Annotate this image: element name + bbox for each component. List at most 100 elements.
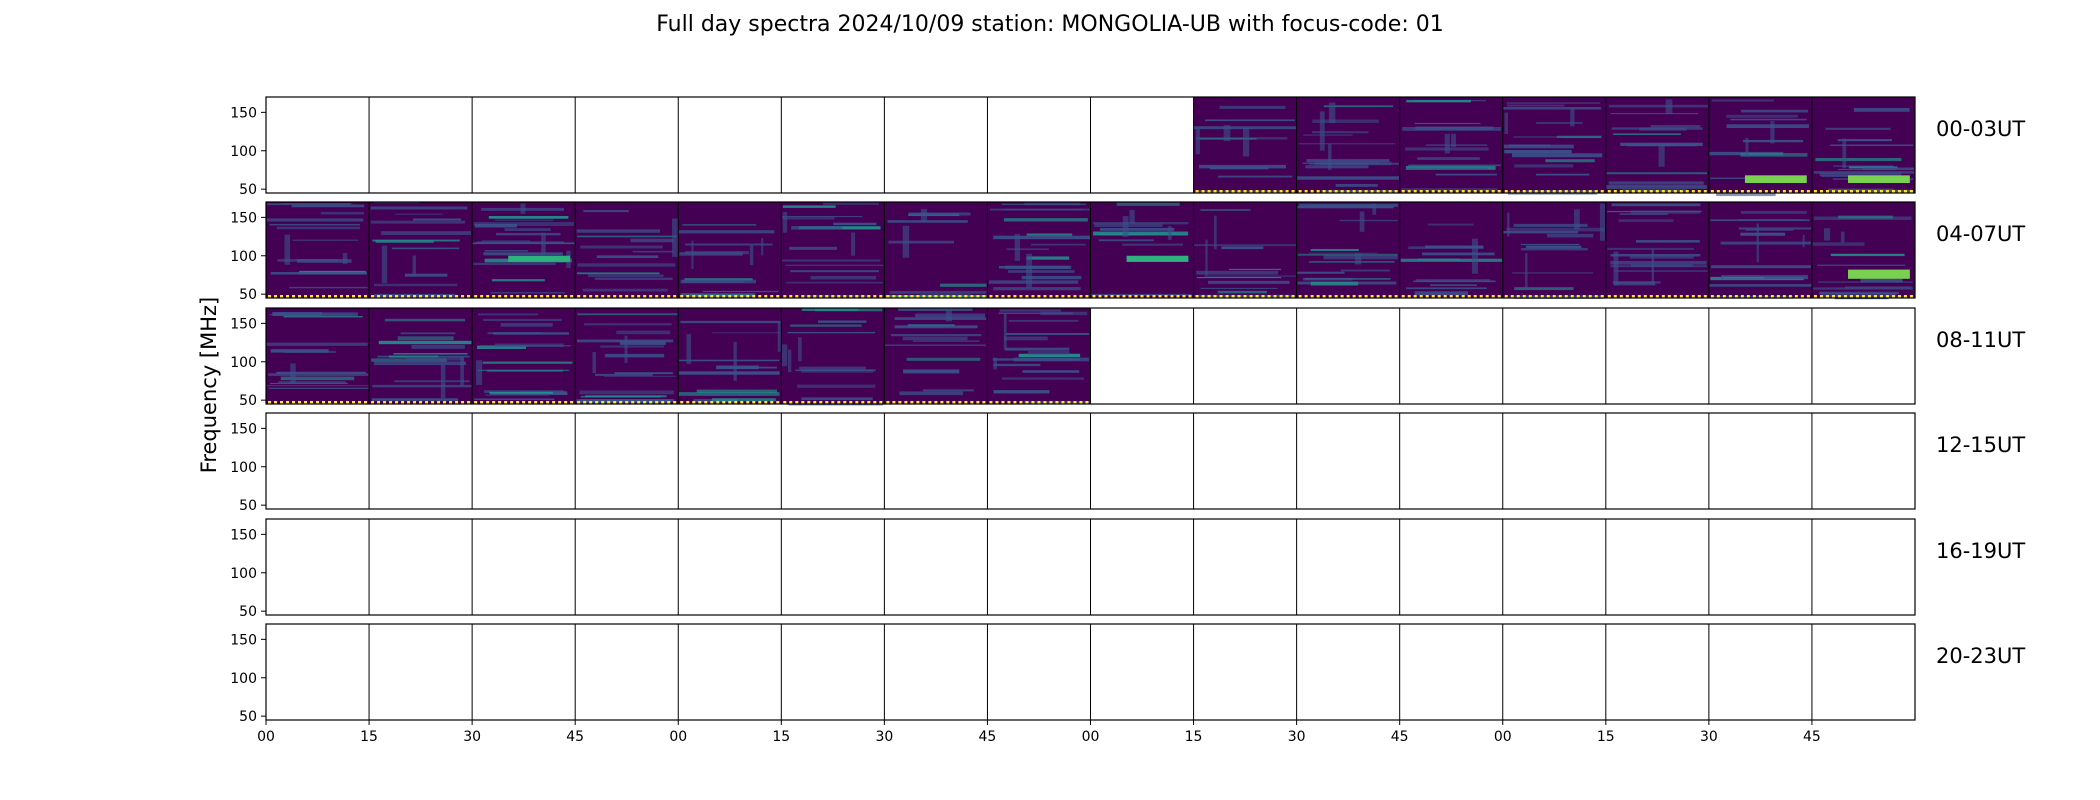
spectral-stripe xyxy=(1006,248,1049,251)
marker-dot xyxy=(1528,190,1532,193)
marker-dot xyxy=(1558,190,1562,193)
spectral-stripe xyxy=(1306,159,1390,163)
y-tick-label: 50 xyxy=(239,182,257,198)
marker-dot xyxy=(734,295,738,298)
marker-dot xyxy=(1413,295,1417,298)
x-tick-label: 15 xyxy=(1597,729,1615,745)
spectral-stripe xyxy=(1001,203,1087,206)
spectral-stripe xyxy=(1193,126,1297,130)
marker-dot xyxy=(801,401,805,404)
spectral-stripe xyxy=(1299,142,1396,145)
spectral-stripe xyxy=(277,259,339,262)
spectral-stripe xyxy=(1848,166,1898,169)
time-structure xyxy=(1570,109,1575,127)
spectral-stripe xyxy=(1405,165,1496,170)
spectral-stripe xyxy=(1730,118,1807,121)
marker-dot xyxy=(995,295,999,298)
marker-dot xyxy=(1188,295,1192,298)
spectral-stripe xyxy=(270,271,367,275)
time-structure xyxy=(381,245,388,284)
marker-dot xyxy=(1467,295,1471,298)
marker-dot xyxy=(1388,295,1392,298)
marker-dot xyxy=(1419,295,1423,298)
marker-dot xyxy=(540,295,544,298)
marker-dot xyxy=(819,401,823,404)
y-tick-label: 50 xyxy=(239,287,257,303)
marker-dot xyxy=(1176,295,1180,298)
marker-dot xyxy=(1431,190,1435,193)
spectral-stripe xyxy=(782,216,835,220)
marker-dot xyxy=(1304,295,1308,298)
marker-dot xyxy=(1249,190,1253,193)
marker-dot xyxy=(1007,401,1011,404)
marker-dot xyxy=(570,401,574,404)
marker-dot xyxy=(1613,295,1617,298)
marker-dot xyxy=(692,401,696,404)
marker-dot xyxy=(1909,295,1913,298)
marker-dot xyxy=(1673,190,1677,193)
spectral-stripe xyxy=(381,231,472,235)
marker-dot xyxy=(286,401,289,404)
spectral-stripe xyxy=(1003,218,1088,222)
spectral-stripe xyxy=(1545,159,1595,163)
marker-dot xyxy=(516,295,520,298)
y-tick-label: 150 xyxy=(230,421,257,437)
marker-dot xyxy=(716,401,720,404)
spectral-stripe xyxy=(594,277,673,280)
time-structure xyxy=(1242,128,1250,157)
spectral-stripe xyxy=(795,369,876,372)
marker-dot xyxy=(1328,190,1332,193)
time-structure xyxy=(1372,203,1377,215)
spectral-stripe xyxy=(788,403,883,406)
marker-dot xyxy=(1909,190,1913,193)
marker-dot xyxy=(510,295,514,298)
spectral-stripe xyxy=(1812,242,1865,246)
marker-dot xyxy=(1013,401,1017,404)
marker-dot xyxy=(1170,295,1174,298)
spectrum-panel xyxy=(678,202,782,298)
marker-dot xyxy=(1510,295,1514,298)
marker-dot xyxy=(1837,190,1841,193)
spectral-stripe xyxy=(372,239,460,242)
spectral-stripe xyxy=(1740,109,1808,113)
marker-dot xyxy=(619,295,623,298)
time-structure xyxy=(284,234,291,265)
spectral-stripe xyxy=(1722,277,1765,279)
spectral-stripe xyxy=(1819,291,1899,295)
time-structure xyxy=(1444,133,1450,154)
spectral-stripe xyxy=(278,381,346,383)
marker-dot xyxy=(1564,295,1568,298)
marker-dot xyxy=(298,295,301,298)
spectral-stripe xyxy=(1710,219,1810,222)
marker-dot xyxy=(680,295,684,298)
spectral-stripe xyxy=(291,204,365,208)
marker-dot xyxy=(486,295,490,298)
marker-dot xyxy=(928,295,932,298)
marker-dot xyxy=(546,401,550,404)
marker-dot xyxy=(1055,295,1059,298)
marker-dot xyxy=(498,295,502,298)
row-label: 04-07UT xyxy=(1936,222,2025,246)
marker-dot xyxy=(1249,295,1253,298)
marker-dot xyxy=(879,401,883,404)
marker-dot xyxy=(934,401,938,404)
marker-dot xyxy=(958,295,962,298)
marker-dot xyxy=(946,401,950,404)
marker-dot xyxy=(825,401,829,404)
marker-dot xyxy=(1703,295,1707,298)
spectral-stripe xyxy=(1830,253,1905,257)
time-structure xyxy=(1328,102,1336,124)
marker-dot xyxy=(546,295,550,298)
marker-dot xyxy=(1679,190,1683,193)
marker-dot xyxy=(1806,295,1810,298)
marker-dot xyxy=(1576,190,1580,193)
marker-dot xyxy=(1225,190,1229,193)
marker-dot xyxy=(1310,295,1314,298)
marker-dot xyxy=(504,401,508,404)
marker-dot xyxy=(1607,190,1611,193)
spectral-stripe xyxy=(680,320,781,324)
spectral-stripe xyxy=(603,375,676,377)
marker-dot xyxy=(1079,401,1083,404)
